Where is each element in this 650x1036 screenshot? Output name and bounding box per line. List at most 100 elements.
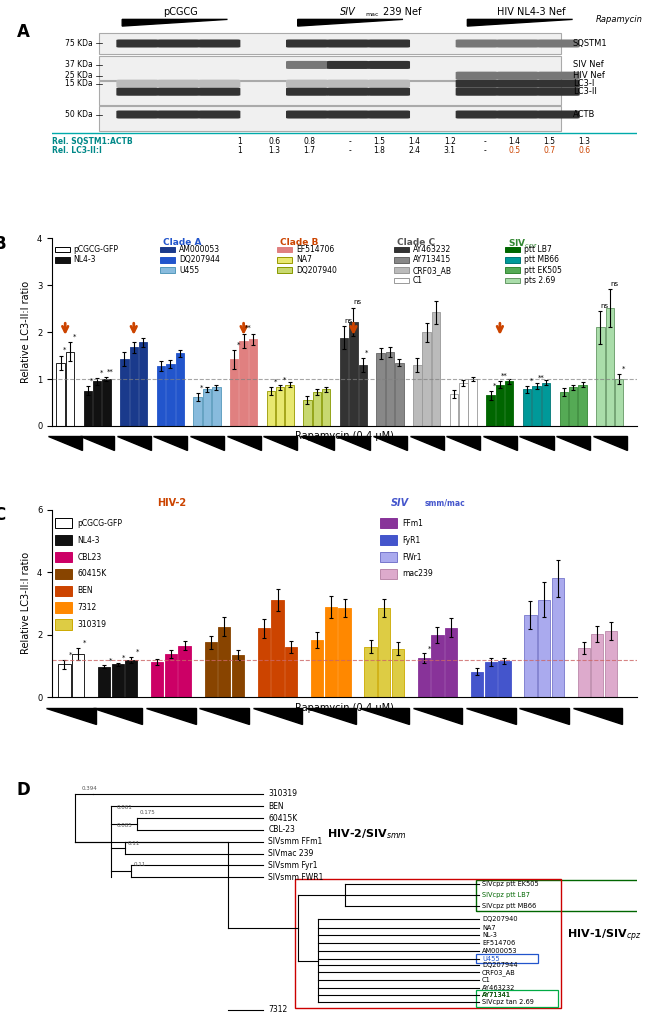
- Text: AY463232: AY463232: [482, 984, 515, 990]
- FancyBboxPatch shape: [506, 278, 520, 284]
- Text: SIV: SIV: [339, 6, 356, 17]
- Text: 1.3: 1.3: [578, 137, 590, 146]
- Text: -: -: [484, 137, 486, 146]
- Text: Clade A: Clade A: [163, 238, 202, 248]
- Text: 7312: 7312: [268, 1005, 288, 1014]
- Text: HIV Nef: HIV Nef: [573, 71, 604, 80]
- Text: LC3-II: LC3-II: [573, 87, 597, 96]
- Polygon shape: [227, 436, 261, 451]
- FancyBboxPatch shape: [506, 247, 520, 253]
- Text: DQ207940: DQ207940: [482, 916, 517, 922]
- FancyBboxPatch shape: [286, 39, 328, 48]
- FancyBboxPatch shape: [55, 518, 72, 528]
- Text: *: *: [122, 655, 125, 661]
- Bar: [606, 308, 614, 426]
- Bar: [432, 313, 440, 426]
- Bar: [445, 628, 457, 697]
- Text: 310319: 310319: [77, 621, 106, 629]
- Text: Rapamycin: Rapamycin: [596, 15, 643, 24]
- Bar: [313, 393, 321, 426]
- Bar: [194, 397, 202, 426]
- Text: SIV$_{cpz}$: SIV$_{cpz}$: [508, 238, 538, 252]
- Bar: [486, 396, 495, 426]
- Bar: [179, 645, 190, 697]
- Bar: [276, 387, 285, 426]
- Text: 0.085: 0.085: [116, 823, 132, 828]
- Bar: [212, 387, 220, 426]
- FancyBboxPatch shape: [380, 518, 397, 528]
- Bar: [578, 648, 590, 697]
- Polygon shape: [80, 436, 114, 451]
- Text: CBL-23: CBL-23: [268, 826, 295, 834]
- FancyBboxPatch shape: [198, 111, 240, 118]
- FancyBboxPatch shape: [394, 257, 409, 263]
- Bar: [413, 365, 421, 426]
- FancyBboxPatch shape: [380, 552, 397, 563]
- Polygon shape: [359, 708, 409, 724]
- Text: AM000053: AM000053: [179, 246, 220, 254]
- FancyBboxPatch shape: [456, 88, 498, 95]
- Text: 60415K: 60415K: [77, 570, 107, 578]
- Bar: [538, 600, 550, 697]
- Text: CRF03_AB: CRF03_AB: [482, 969, 515, 976]
- Text: Clade B: Clade B: [280, 238, 318, 248]
- FancyBboxPatch shape: [55, 569, 72, 579]
- Y-axis label: Relative LC3-II:I ratio: Relative LC3-II:I ratio: [21, 281, 31, 383]
- Bar: [476, 954, 538, 963]
- FancyBboxPatch shape: [278, 267, 292, 274]
- Text: Rel. LC3-II:I: Rel. LC3-II:I: [52, 146, 102, 155]
- FancyBboxPatch shape: [157, 39, 200, 48]
- Bar: [166, 364, 175, 426]
- Bar: [98, 666, 110, 697]
- FancyBboxPatch shape: [327, 111, 369, 118]
- FancyBboxPatch shape: [538, 71, 580, 80]
- Bar: [459, 382, 467, 426]
- FancyBboxPatch shape: [99, 33, 561, 54]
- Text: U455: U455: [179, 266, 199, 275]
- Text: C1: C1: [482, 977, 491, 983]
- Text: U455: U455: [482, 955, 500, 961]
- Text: Rel. SQSTM1:ACTB: Rel. SQSTM1:ACTB: [52, 137, 133, 146]
- Polygon shape: [519, 708, 569, 724]
- Text: SQSTM1: SQSTM1: [573, 39, 607, 48]
- Polygon shape: [263, 436, 297, 451]
- Text: 60415K: 60415K: [268, 813, 298, 823]
- Text: NL4-3: NL4-3: [73, 256, 96, 264]
- Polygon shape: [413, 708, 462, 724]
- Text: AM000053: AM000053: [482, 948, 517, 954]
- Bar: [418, 658, 430, 697]
- FancyBboxPatch shape: [55, 620, 72, 630]
- Text: SIVsmm Fyr1: SIVsmm Fyr1: [268, 861, 318, 870]
- Bar: [102, 379, 110, 426]
- Text: A: A: [17, 24, 30, 41]
- Bar: [84, 391, 92, 426]
- FancyBboxPatch shape: [116, 80, 159, 88]
- Text: 0.061: 0.061: [116, 805, 132, 809]
- FancyBboxPatch shape: [286, 111, 328, 118]
- Bar: [120, 359, 129, 426]
- Text: 1.5: 1.5: [543, 137, 555, 146]
- FancyBboxPatch shape: [368, 61, 410, 69]
- Text: 1: 1: [237, 137, 242, 146]
- Bar: [349, 322, 358, 426]
- Polygon shape: [46, 708, 96, 724]
- FancyBboxPatch shape: [160, 247, 175, 253]
- Bar: [112, 664, 124, 697]
- Polygon shape: [306, 708, 356, 724]
- FancyBboxPatch shape: [380, 535, 397, 545]
- FancyBboxPatch shape: [327, 80, 369, 88]
- FancyBboxPatch shape: [278, 257, 292, 263]
- Bar: [505, 381, 514, 426]
- FancyBboxPatch shape: [538, 39, 580, 48]
- Bar: [592, 634, 603, 697]
- Bar: [93, 381, 101, 426]
- Bar: [218, 627, 230, 697]
- Text: 310319: 310319: [268, 789, 298, 798]
- Text: BEN: BEN: [77, 586, 93, 596]
- Text: BEN: BEN: [268, 802, 284, 811]
- Bar: [395, 363, 404, 426]
- FancyBboxPatch shape: [538, 80, 580, 88]
- FancyBboxPatch shape: [55, 247, 70, 253]
- Text: ptt MB66: ptt MB66: [524, 256, 559, 264]
- Text: SIVsmm FWR1: SIVsmm FWR1: [268, 872, 324, 882]
